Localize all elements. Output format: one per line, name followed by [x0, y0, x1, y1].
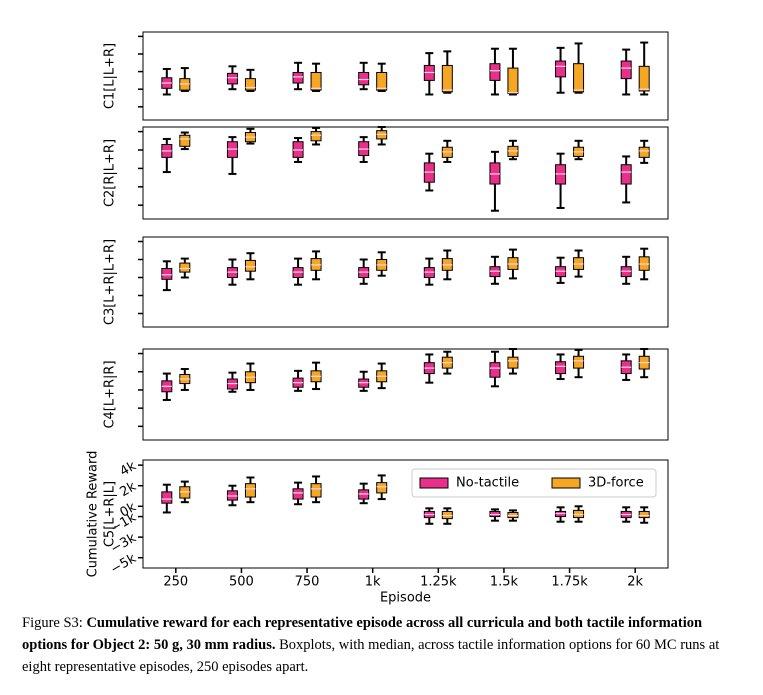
x-tick-label: 1.75k [551, 575, 588, 590]
box [620, 60, 632, 80]
box [555, 361, 567, 375]
box [310, 71, 322, 91]
box [573, 355, 585, 369]
y-axis-label: C4[L+R|R] [103, 360, 118, 428]
axes-frame [142, 31, 669, 121]
box [292, 488, 304, 500]
box [226, 72, 238, 85]
y-tick-label: 4k [118, 458, 140, 479]
box [638, 510, 650, 519]
box [489, 63, 501, 81]
legend-label: No-tactile [456, 476, 519, 491]
axes-frame [142, 126, 669, 220]
box [161, 268, 173, 280]
x-tick-label: 1.5k [490, 575, 519, 590]
y-axis-label: C1[L|L+R] [103, 43, 118, 109]
axes-frame [142, 236, 669, 328]
box [507, 67, 519, 95]
x-tick-label: 750 [295, 575, 320, 590]
box [292, 71, 304, 84]
y-tick-label: −5k [108, 551, 139, 578]
x-tick-label: 500 [229, 575, 254, 590]
box [620, 164, 632, 185]
box [161, 491, 173, 504]
box [310, 131, 322, 142]
box [555, 60, 567, 78]
legend-swatch [551, 477, 581, 489]
caption: Figure S3: Cumulative reward for each re… [22, 612, 734, 678]
caption-bold: Cumulative reward for each representativ… [22, 615, 703, 653]
y-tick-label: 2k [118, 479, 140, 500]
legend-frame [411, 468, 657, 498]
figure: C1[L|L+R] C2[R|L+R] C3[L+R|L+R] C4[L+R|R] 4k… [86, 31, 669, 606]
box [310, 483, 322, 498]
box [376, 482, 388, 494]
caption-label: Figure S3: [22, 615, 83, 631]
y-axis-label: C2[R|L+R] [103, 139, 118, 207]
y-axis-title: Cumulative Reward [86, 451, 101, 578]
box [179, 262, 191, 273]
box [638, 65, 650, 92]
y-axis-label: C5[L+R|L] [103, 481, 118, 547]
legend-label: 3D-force [588, 476, 644, 491]
box [244, 483, 256, 498]
y-tick-label: 0k [118, 500, 140, 521]
box [358, 71, 370, 86]
box [573, 63, 585, 93]
x-tick-label: 2k [627, 575, 643, 590]
axes-frame [142, 459, 669, 569]
y-axis-label: C3[L+R|L+R] [103, 239, 118, 325]
x-tick-label: 1.25k [420, 575, 457, 590]
caption-text: Boxplots, with median, across tactile in… [22, 637, 720, 675]
x-axis-label: Episode [380, 591, 431, 606]
box [507, 356, 519, 369]
legend-swatch [419, 477, 449, 489]
x-tick-label: 1k [365, 575, 381, 590]
box [376, 71, 388, 91]
box [489, 362, 501, 378]
box [244, 259, 256, 272]
box [638, 146, 650, 158]
x-tick-label: 250 [163, 575, 188, 590]
box [441, 64, 453, 93]
box [244, 78, 256, 91]
box [179, 134, 191, 147]
axes-frame [142, 348, 669, 441]
